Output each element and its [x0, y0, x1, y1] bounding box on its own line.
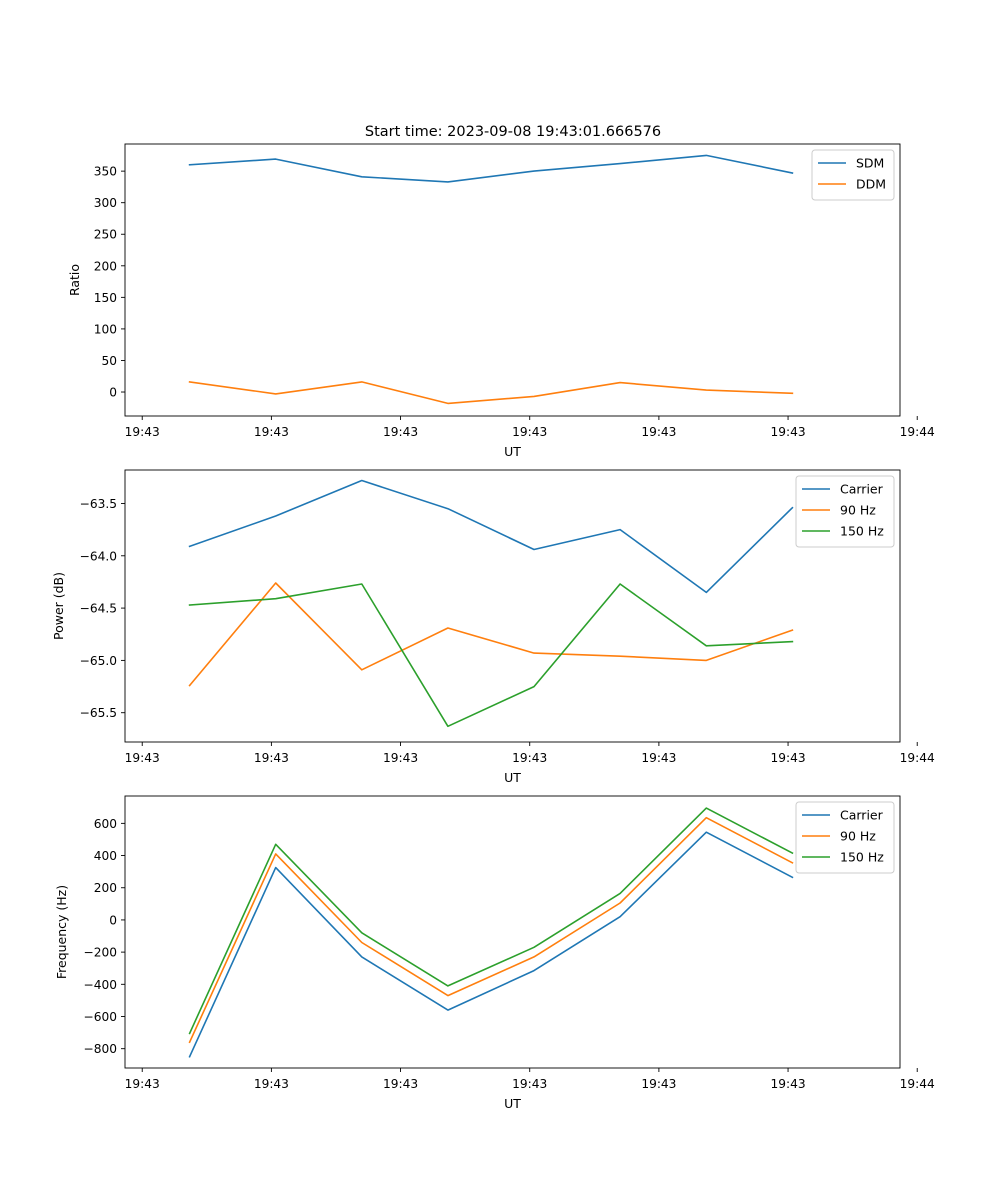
y-tick-label: 350 — [94, 165, 117, 179]
y-tick-label: −64.5 — [80, 602, 117, 616]
y-tick-label: 200 — [94, 881, 117, 895]
legend-box — [795, 801, 895, 874]
series-line-150-hz — [188, 807, 794, 1035]
x-axis-label: UT — [504, 770, 521, 785]
x-tick-label: 19:43 — [125, 751, 160, 765]
y-axis-label: Power (dB) — [51, 572, 66, 640]
y-tick-label: −400 — [84, 978, 117, 992]
x-tick-label: 19:44 — [900, 751, 935, 765]
legend-entry: SDM — [856, 156, 884, 171]
x-tick-label: 19:43 — [383, 751, 418, 765]
y-axis-label: Frequency (Hz) — [54, 885, 69, 979]
y-tick-label: 300 — [94, 196, 117, 210]
x-axis-label: UT — [504, 444, 521, 459]
legend: Carrier 90 Hz 150 Hz — [795, 475, 895, 548]
legend-entry: 90 Hz — [840, 503, 876, 518]
x-tick-label: 19:43 — [512, 751, 547, 765]
y-tick-label: 150 — [94, 291, 117, 305]
y-tick-label: −200 — [84, 946, 117, 960]
series-line-90-hz — [188, 816, 794, 1044]
series-line-carrier — [188, 479, 794, 594]
y-axis-label: Ratio — [67, 264, 82, 296]
x-tick-label: 19:43 — [125, 425, 160, 439]
legend: SDM DDM — [811, 149, 895, 201]
x-tick-label: 19:43 — [254, 1077, 289, 1091]
legend: Carrier 90 Hz 150 Hz — [795, 801, 895, 874]
chart-panel-1: 19:43 19:43 19:43 19:43 19:43 19:43 19:44 0 50 10… — [67, 143, 935, 459]
axes-frame — [124, 469, 901, 743]
series-line-150-hz — [188, 583, 794, 728]
series-line-sdm — [188, 154, 794, 183]
y-tick-label: 600 — [94, 817, 117, 831]
y-tick-label: 400 — [94, 849, 117, 863]
y-tick-label: 0 — [109, 913, 117, 927]
axes-frame — [124, 795, 901, 1069]
axes-container: 19:43 19:43 19:43 19:43 19:43 19:43 19:44 0 50 10… — [51, 143, 935, 1111]
series-line-90-hz — [188, 582, 794, 687]
y-tick-label: −64.0 — [80, 549, 117, 563]
y-tick-label: 250 — [94, 228, 117, 242]
chart-panel-2: 19:43 19:43 19:43 19:43 19:43 19:43 19:44 −65.5… — [51, 469, 935, 785]
legend-entry: Carrier — [840, 482, 884, 497]
y-tick-label: 100 — [94, 322, 117, 336]
x-tick-label: 19:43 — [512, 1077, 547, 1091]
x-tick-label: 19:43 — [254, 425, 289, 439]
legend-entry: 150 Hz — [840, 524, 884, 539]
y-tick-label: −63.5 — [80, 497, 117, 511]
x-tick-label: 19:43 — [770, 425, 805, 439]
x-tick-label: 19:43 — [641, 751, 676, 765]
x-tick-label: 19:43 — [383, 1077, 418, 1091]
x-tick-label: 19:43 — [770, 751, 805, 765]
x-tick-label: 19:43 — [125, 1077, 160, 1091]
y-tick-label: 0 — [109, 386, 117, 400]
y-tick-label: −65.0 — [80, 654, 117, 668]
x-tick-label: 19:43 — [641, 425, 676, 439]
x-tick-label: 19:43 — [254, 751, 289, 765]
legend-entry: 150 Hz — [840, 850, 884, 865]
y-tick-label: −65.5 — [80, 706, 117, 720]
y-tick-label: −600 — [84, 1010, 117, 1024]
y-tick-label: 200 — [94, 259, 117, 273]
series-line-carrier — [188, 831, 794, 1058]
x-axis-label: UT — [504, 1096, 521, 1111]
x-tick-label: 19:44 — [900, 1077, 935, 1091]
x-tick-label: 19:44 — [900, 425, 935, 439]
legend-box — [795, 475, 895, 548]
y-tick-label: 50 — [101, 354, 117, 368]
figure-title: Start time: 2023-09-08 19:43:01.666576 — [365, 124, 661, 140]
x-tick-label: 19:43 — [383, 425, 418, 439]
y-tick-label: −800 — [84, 1042, 117, 1056]
x-tick-label: 19:43 — [641, 1077, 676, 1091]
legend-entry: Carrier — [840, 808, 884, 823]
legend-entry: DDM — [856, 177, 886, 192]
legend-entry: 90 Hz — [840, 829, 876, 844]
chart-panel-3: 19:43 19:43 19:43 19:43 19:43 19:43 19:44 −800 −… — [54, 795, 935, 1111]
x-tick-label: 19:43 — [512, 425, 547, 439]
series-line-ddm — [188, 380, 794, 405]
axes-frame — [124, 143, 901, 417]
x-tick-label: 19:43 — [770, 1077, 805, 1091]
